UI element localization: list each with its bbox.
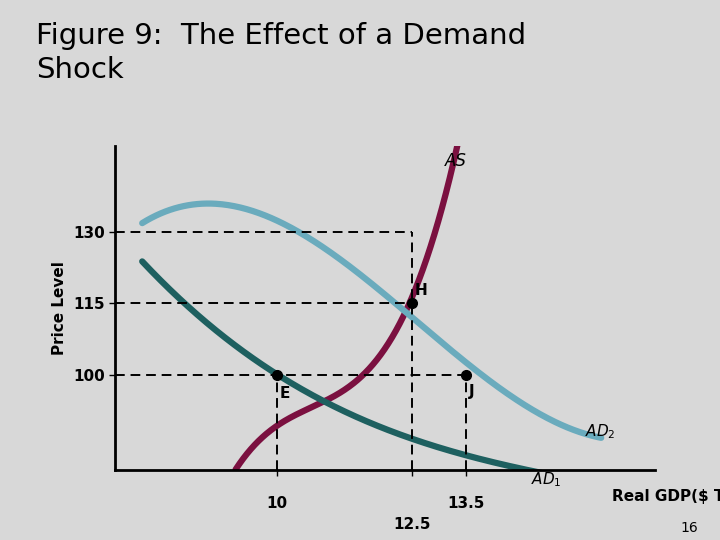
Text: Real GDP($ Trillions): Real GDP($ Trillions) [612,489,720,503]
Text: 16: 16 [680,521,698,535]
Text: Figure 9:  The Effect of a Demand
Shock: Figure 9: The Effect of a Demand Shock [36,22,526,84]
Text: $AD_1$: $AD_1$ [531,470,562,489]
Text: 12.5: 12.5 [393,517,431,532]
Text: 13.5: 13.5 [448,496,485,511]
Text: H: H [415,284,428,298]
Text: E: E [280,387,290,401]
Text: 10: 10 [266,496,288,511]
Text: $AD_2$: $AD_2$ [585,422,616,441]
Text: J: J [469,384,474,399]
Y-axis label: Price Level: Price Level [53,261,68,355]
Text: AS: AS [444,152,467,170]
